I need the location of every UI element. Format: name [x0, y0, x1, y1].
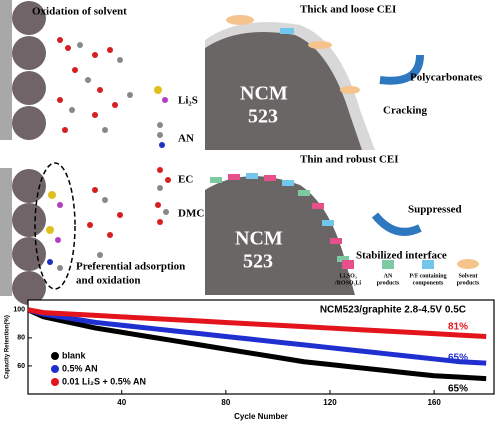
- legend-label: blank: [62, 350, 87, 360]
- legend-label: AN: [384, 273, 393, 279]
- legend-label: /ROSO₂Li: [334, 280, 361, 286]
- legend-marker: [51, 352, 59, 360]
- cathode-label: NCM: [240, 83, 288, 105]
- legend-label: Solvent: [458, 273, 477, 279]
- legend-label: components: [413, 280, 444, 286]
- label: and oxidation: [76, 275, 141, 287]
- chart-title: NCM523/graphite 2.8-4.5V 0.5C: [320, 305, 466, 316]
- chart: 60 80 100 40 80 120 160 blank 0.5% AN 0.01 Li₂S +…: [5, 299, 495, 421]
- y-tick-label: 80: [17, 335, 25, 342]
- molecule-label: EC: [178, 174, 193, 186]
- cathode-label: 523: [248, 106, 278, 128]
- data-line: [27, 307, 487, 366]
- title: Thick and loose CEI: [300, 4, 396, 16]
- legend-swatch: [342, 260, 354, 269]
- x-axis-label: Cycle Number: [234, 412, 288, 421]
- legend-label: 0.5% AN: [62, 363, 98, 373]
- electrode-top: [0, 0, 46, 140]
- cathode-top: [205, 15, 424, 151]
- x-tick-label: 160: [427, 398, 441, 407]
- legend-label: P/F containing: [409, 273, 446, 279]
- annotation: 65%: [448, 353, 468, 364]
- legend-label: Li₂SO₃: [339, 273, 356, 279]
- data-line: [26, 307, 487, 382]
- cathode-label: 523: [243, 251, 273, 273]
- label: Preferential adsorption: [76, 261, 185, 273]
- label: Oxidation of solvent: [32, 6, 127, 18]
- legend-label: products: [377, 280, 400, 286]
- legend-marker: [51, 378, 59, 386]
- y-tick-label: 100: [13, 307, 25, 314]
- legend-label: 0.01 Li₂S + 0.5% AN: [62, 376, 146, 386]
- annotation: 65%: [448, 384, 468, 395]
- data-line: [27, 307, 487, 339]
- annotation: 81%: [448, 322, 468, 333]
- legend-swatch: [457, 259, 479, 269]
- y-tick-label: 60: [17, 363, 25, 370]
- legend-swatch: [382, 260, 394, 269]
- molecule-label: DMC: [178, 208, 204, 220]
- label: Suppressed: [408, 204, 462, 216]
- legend-marker: [51, 365, 59, 373]
- molecule-label: Li₂S: [178, 95, 198, 107]
- label: Stabilized interface: [356, 250, 447, 262]
- legend-label: products: [457, 280, 480, 286]
- x-tick-label: 80: [221, 398, 230, 407]
- y-axis-label: Capacity Retention(%): [5, 315, 11, 379]
- electrode-bottom: [0, 162, 123, 305]
- label: Cracking: [383, 105, 428, 117]
- cathode-bottom: [205, 173, 422, 295]
- title: Thin and robust CEI: [300, 154, 399, 166]
- molecules-top: [57, 37, 133, 133]
- cathode-label: NCM: [235, 228, 283, 250]
- molecule-label: AN: [178, 133, 194, 145]
- x-tick-label: 120: [323, 398, 337, 407]
- x-tick-label: 40: [117, 398, 126, 407]
- molecule-icons: [154, 86, 171, 225]
- legend-swatch: [422, 260, 434, 269]
- label: Polycarbonates: [410, 72, 483, 84]
